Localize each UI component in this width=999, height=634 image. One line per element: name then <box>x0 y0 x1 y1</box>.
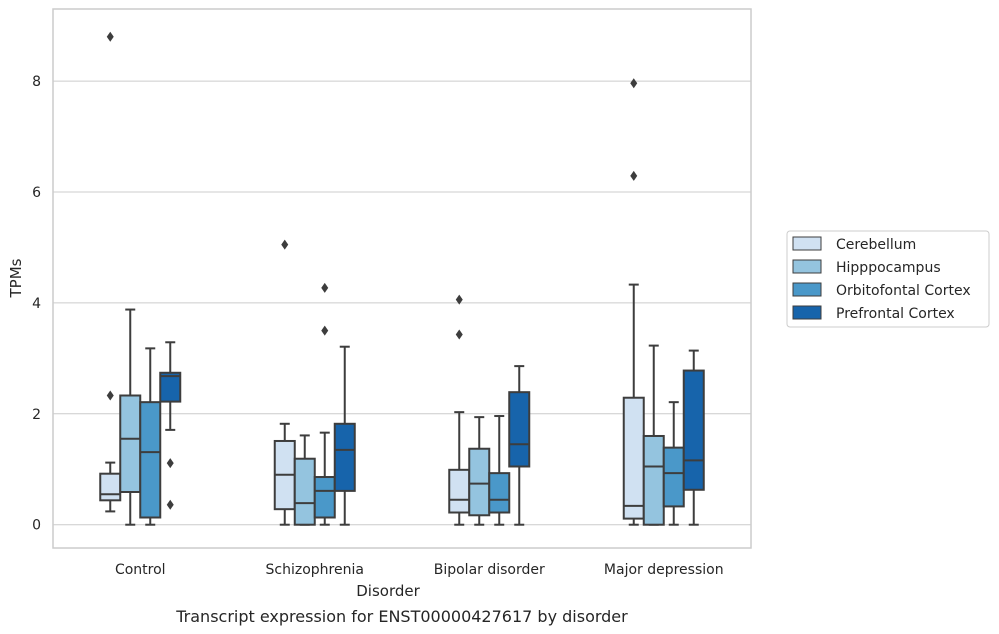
box-iqr <box>139 401 162 519</box>
legend-swatch <box>792 305 822 320</box>
box-iqr <box>293 457 316 526</box>
box-0-3 <box>159 341 182 510</box>
box-1-2 <box>313 282 336 526</box>
box-iqr <box>642 434 665 526</box>
box-iqr <box>313 476 336 519</box>
outlier-point <box>455 294 463 305</box>
legend-label: Cerebellum <box>836 237 916 253</box>
legend-swatch <box>792 282 822 297</box>
box-1-3 <box>333 345 356 526</box>
outlier-point <box>281 239 289 250</box>
box-iqr <box>99 472 122 502</box>
box-iqr <box>488 472 511 514</box>
y-tick-label: 0 <box>32 518 41 534</box>
x-tick-label: Control <box>115 562 166 578</box>
y-tick-label: 8 <box>32 74 41 90</box>
x-tick-label: Major depression <box>604 562 724 578</box>
box-iqr <box>508 391 531 468</box>
box-0-2 <box>139 347 162 526</box>
box-iqr <box>159 371 182 403</box>
x-axis-label: Disorder <box>356 582 420 600</box>
y-tick-label: 2 <box>32 407 41 423</box>
y-axis-label: TPMs <box>7 258 25 298</box>
box-iqr <box>333 422 356 492</box>
outlier-point <box>630 78 638 89</box>
box-0-0 <box>99 31 122 513</box>
box-2-1 <box>468 416 491 526</box>
box-3-2 <box>662 401 685 526</box>
legend-swatch <box>792 259 822 274</box>
box-2-3 <box>508 365 531 526</box>
box-iqr <box>468 447 491 517</box>
box-iqr <box>682 369 705 491</box>
box-3-3 <box>682 349 705 526</box>
y-tick-label: 6 <box>32 185 41 201</box>
outlier-point <box>106 31 114 42</box>
outlier-point <box>166 499 174 510</box>
box-iqr <box>662 446 685 508</box>
y-tick-label: 4 <box>32 296 41 312</box>
legend-swatch <box>792 236 822 251</box>
x-tick-label: Schizophrenia <box>266 562 364 578</box>
box-2-2 <box>488 415 511 526</box>
x-tick-labels: Control Schizophrenia Bipolar disorder Majo… <box>115 562 724 578</box>
chart-caption: Transcript expression for ENST0000042761… <box>175 607 628 626</box>
outlier-point <box>106 390 114 401</box>
legend-label: Hipppocampus <box>836 260 941 276</box>
box-iqr <box>622 396 645 520</box>
outlier-point <box>321 325 329 336</box>
box-iqr <box>119 394 142 493</box>
box-iqr <box>448 468 471 514</box>
outlier-point <box>166 458 174 469</box>
box-0-1 <box>119 308 142 526</box>
outlier-point <box>630 170 638 181</box>
legend-frame <box>786 230 990 328</box>
legend-label: Prefrontal Cortex <box>836 306 955 322</box>
box-1-0 <box>273 239 296 526</box>
boxes <box>99 31 705 526</box>
outlier-point <box>321 282 329 293</box>
outlier-point <box>455 329 463 340</box>
legend-label: Orbitofontal Cortex <box>836 283 971 299</box>
legend: Cerebellum Hipppocampus Orbitofontal Corte… <box>786 230 990 328</box>
y-tick-labels: 0 2 4 6 8 <box>32 74 41 534</box>
x-tick-label: Bipolar disorder <box>434 562 545 578</box>
